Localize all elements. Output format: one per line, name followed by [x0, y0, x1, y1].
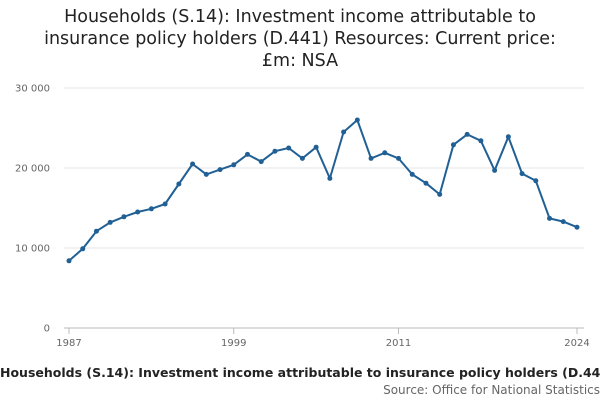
- data-point[interactable]: [107, 219, 113, 225]
- data-point[interactable]: [327, 175, 333, 181]
- data-point[interactable]: [396, 155, 402, 161]
- series-legend-label: Households (S.14): Investment income att…: [0, 365, 600, 380]
- y-tick-label: 20 000: [15, 164, 50, 175]
- data-point[interactable]: [162, 201, 168, 207]
- y-tick-label: 0: [44, 324, 50, 335]
- data-point[interactable]: [354, 117, 360, 123]
- data-point[interactable]: [93, 228, 99, 234]
- data-point[interactable]: [217, 167, 223, 173]
- data-point[interactable]: [299, 155, 305, 161]
- data-point[interactable]: [423, 180, 429, 186]
- y-tick-label: 30 000: [15, 84, 50, 95]
- data-point[interactable]: [382, 150, 388, 156]
- data-point[interactable]: [66, 258, 72, 264]
- data-point[interactable]: [492, 167, 498, 173]
- data-point[interactable]: [286, 145, 292, 151]
- data-point[interactable]: [464, 131, 470, 137]
- series-line: [68, 119, 578, 262]
- data-point[interactable]: [272, 148, 278, 154]
- chart-title-line-2: insurance policy holders (D.441) Resourc…: [44, 29, 556, 49]
- data-point[interactable]: [409, 171, 415, 177]
- y-axis: 0 10 000 20 000 30 000: [15, 84, 50, 335]
- x-tick-label: 1999: [221, 338, 246, 349]
- series-group: [66, 117, 580, 264]
- data-point[interactable]: [437, 191, 443, 197]
- data-point[interactable]: [244, 151, 250, 157]
- data-point[interactable]: [505, 134, 511, 140]
- x-tick-label: 1987: [56, 338, 81, 349]
- data-point[interactable]: [148, 206, 154, 212]
- data-point[interactable]: [478, 138, 484, 144]
- data-point[interactable]: [341, 129, 347, 135]
- data-point[interactable]: [368, 155, 374, 161]
- data-point[interactable]: [258, 159, 264, 165]
- data-point[interactable]: [190, 161, 196, 167]
- grid-lines: [64, 87, 584, 329]
- y-tick-label: 10 000: [15, 244, 50, 255]
- chart-title: Households (S.14): Investment income att…: [0, 6, 600, 72]
- data-point[interactable]: [176, 181, 182, 187]
- x-tick-label: 2024: [564, 338, 589, 349]
- data-point[interactable]: [231, 162, 237, 168]
- source-label: Source: Office for National Statistics: [383, 383, 600, 397]
- data-point[interactable]: [533, 178, 539, 184]
- data-point[interactable]: [203, 171, 209, 177]
- data-point[interactable]: [574, 224, 580, 230]
- data-point[interactable]: [519, 171, 525, 177]
- x-axis: 1987 1999 2011 2024: [56, 328, 590, 349]
- data-point[interactable]: [135, 209, 141, 215]
- data-point[interactable]: [121, 214, 127, 220]
- chart-title-line-3: £m: NSA: [261, 51, 339, 71]
- data-point[interactable]: [313, 144, 319, 150]
- chart-title-line-1: Households (S.14): Investment income att…: [64, 7, 536, 27]
- data-point[interactable]: [547, 215, 553, 221]
- x-tick-label: 2011: [386, 338, 411, 349]
- data-point[interactable]: [80, 246, 86, 252]
- data-point[interactable]: [450, 142, 456, 148]
- data-point[interactable]: [560, 219, 566, 225]
